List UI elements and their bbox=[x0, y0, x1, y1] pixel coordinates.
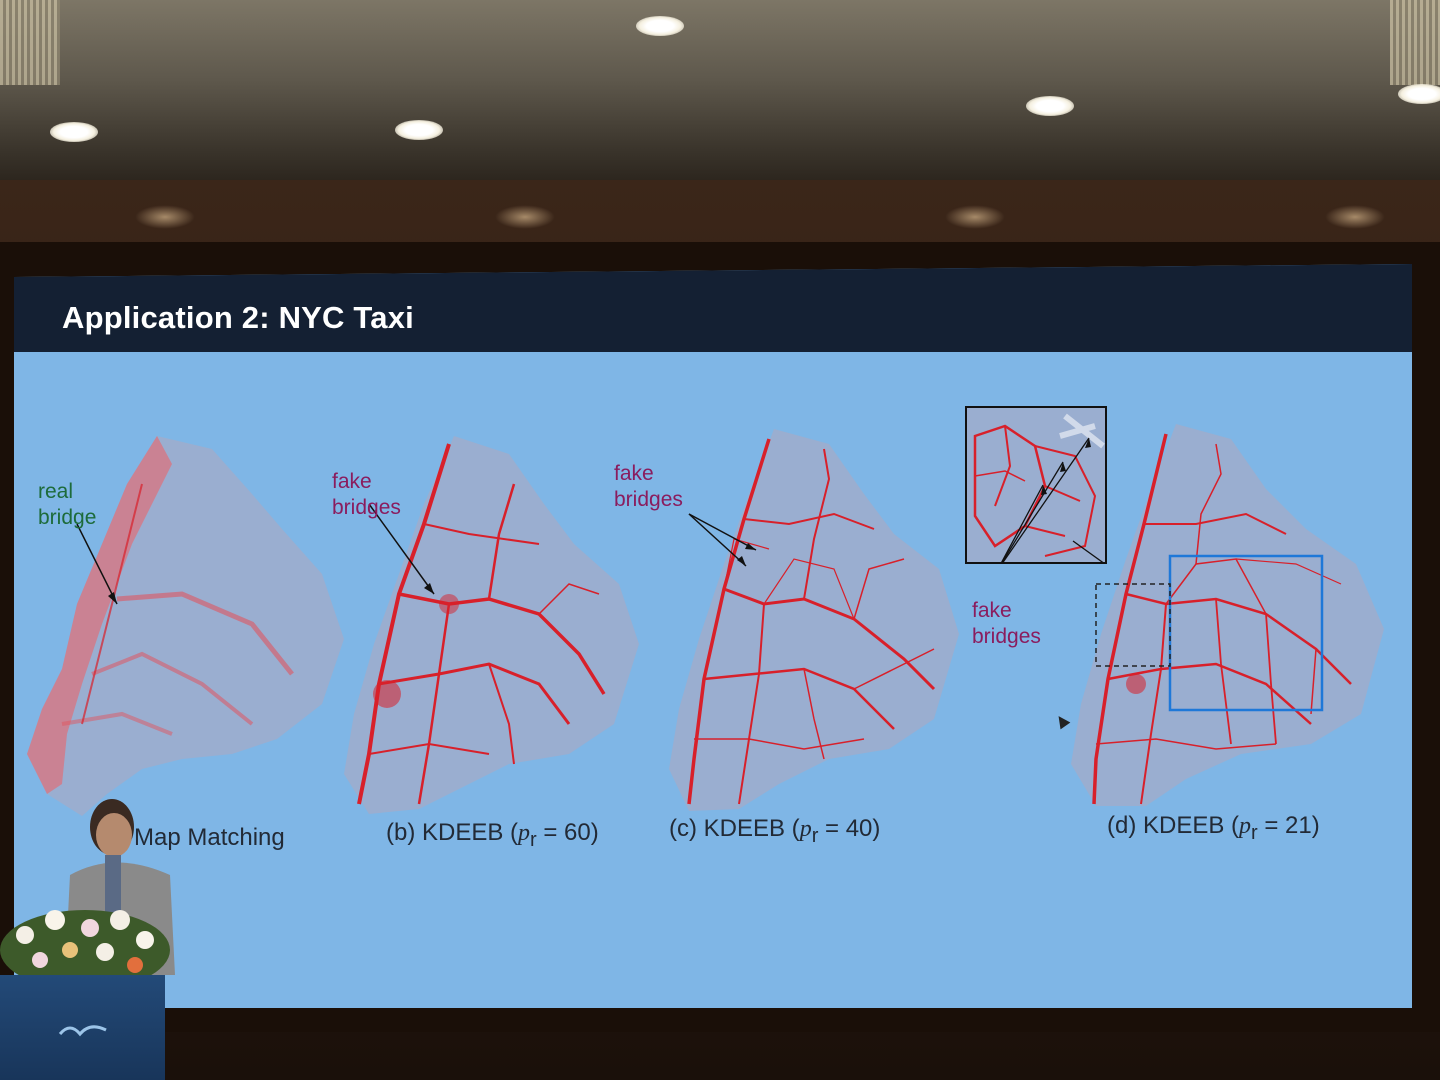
podium bbox=[0, 975, 165, 1080]
caption-var: p bbox=[799, 816, 812, 842]
ceiling-light bbox=[1026, 96, 1074, 116]
podium-logo bbox=[58, 1020, 108, 1043]
ceiling-light bbox=[50, 122, 98, 142]
annotation-real-bridge: real bridge bbox=[38, 479, 96, 531]
caption-sub: r bbox=[811, 824, 819, 847]
wall-light bbox=[135, 205, 195, 229]
wall-light bbox=[945, 205, 1005, 229]
inset-density-map bbox=[965, 406, 1107, 564]
nyc-density-map bbox=[344, 436, 639, 814]
annotation-fake-bridges-b: fake bridges bbox=[332, 469, 401, 521]
caption-kdeeb-40: (c) KDEEB (pr = 40) bbox=[669, 815, 880, 848]
wall-light bbox=[1325, 205, 1385, 229]
annotation-line: fake bbox=[972, 599, 1012, 622]
caption-prefix: (d) KDEEB ( bbox=[1107, 812, 1240, 839]
conference-logo-icon bbox=[58, 1025, 107, 1037]
slide-header: Application 2: NYC Taxi bbox=[14, 264, 1412, 352]
ceiling-light bbox=[1398, 84, 1440, 104]
caption-map-matching: Map Matching bbox=[134, 824, 285, 852]
ceiling-light bbox=[636, 16, 684, 36]
annotation-line: real bbox=[38, 480, 74, 503]
caption-prefix: (b) KDEEB ( bbox=[386, 819, 519, 846]
map-panel-map-matching bbox=[22, 424, 352, 824]
caption-suffix: = 60) bbox=[536, 819, 599, 846]
ceiling bbox=[0, 0, 1440, 200]
map-panel-kdeeb-40 bbox=[664, 419, 964, 819]
map-panel-kdeeb-21 bbox=[1066, 414, 1386, 814]
caption-prefix: (c) KDEEB ( bbox=[669, 815, 800, 842]
zoom-inset bbox=[965, 406, 1107, 564]
caption-sub: r bbox=[530, 828, 537, 851]
caption-suffix: = 40) bbox=[818, 815, 881, 842]
slide-title: Application 2: NYC Taxi bbox=[62, 300, 414, 335]
chandelier bbox=[0, 0, 60, 85]
highlight-box bbox=[1168, 554, 1324, 712]
zoom-source-box bbox=[1095, 583, 1171, 667]
annotation-line: fake bbox=[614, 462, 654, 485]
caption-kdeeb-21: (d) KDEEB (pr = 21) bbox=[1107, 812, 1320, 845]
caption-suffix: = 21) bbox=[1257, 812, 1320, 839]
nyc-density-map bbox=[27, 436, 344, 816]
annotation-fake-bridges-d: fake bridges bbox=[972, 598, 1041, 650]
flower-arrangement bbox=[0, 910, 170, 990]
caption-text: Map Matching bbox=[134, 824, 285, 851]
annotation-line: bridges bbox=[972, 625, 1041, 648]
chandelier bbox=[1390, 0, 1440, 85]
nyc-density-map bbox=[1071, 424, 1384, 806]
annotation-fake-bridges-c: fake bridges bbox=[614, 461, 683, 513]
annotation-line: bridge bbox=[38, 506, 97, 529]
caption-var: p bbox=[1239, 813, 1252, 839]
caption-kdeeb-60: (b) KDEEB (pr = 60) bbox=[386, 819, 599, 852]
annotation-line: bridges bbox=[614, 488, 683, 511]
caption-sub: r bbox=[1251, 821, 1258, 844]
annotation-line: bridges bbox=[332, 496, 401, 519]
nyc-density-map bbox=[669, 429, 959, 811]
projected-slide: Application 2: NYC Taxi bbox=[14, 264, 1412, 1008]
annotation-line: fake bbox=[332, 470, 372, 493]
map-panel-kdeeb-60 bbox=[339, 424, 639, 824]
wall-light bbox=[495, 205, 555, 229]
ceiling-light bbox=[395, 120, 443, 140]
caption-var: p bbox=[518, 820, 531, 846]
